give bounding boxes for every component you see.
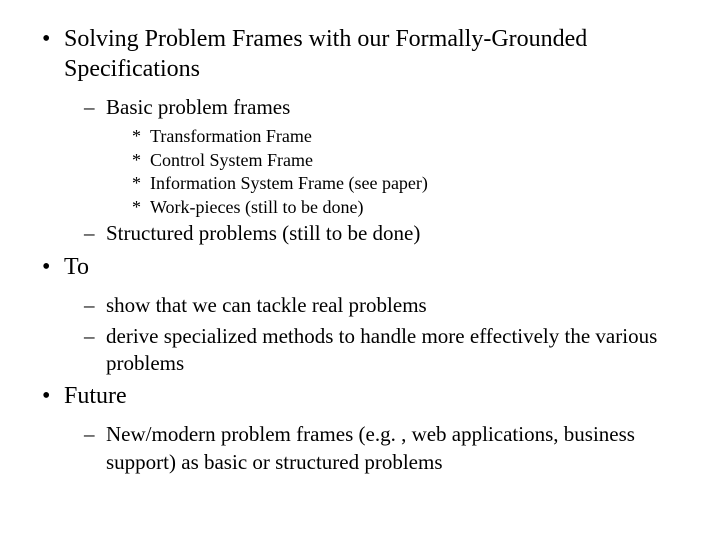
bullet-l3-icon: * <box>132 196 141 219</box>
list-item: • Future <box>28 381 692 411</box>
list-item: – New/modern problem frames (e.g. , web … <box>28 421 692 476</box>
list-item: – derive specialized methods to handle m… <box>28 323 692 378</box>
bullet-l2-icon: – <box>84 94 95 121</box>
list-item: * Control System Frame <box>28 149 692 172</box>
bullet-l3-icon: * <box>132 172 141 195</box>
l1-text: Future <box>64 383 127 409</box>
bullet-l1-icon: • <box>42 24 50 54</box>
l2-text: derive specialized methods to handle mor… <box>106 324 657 375</box>
bullet-l3-icon: * <box>132 149 141 172</box>
bullet-l2-icon: – <box>84 220 95 247</box>
bullet-l2-icon: – <box>84 421 95 448</box>
list-item: * Transformation Frame <box>28 125 692 148</box>
l3-text: Control System Frame <box>150 150 313 170</box>
l3-text: Information System Frame (see paper) <box>150 173 428 193</box>
bullet-l3-icon: * <box>132 125 141 148</box>
slide-body: • Solving Problem Frames with our Formal… <box>0 0 720 540</box>
l2-text: New/modern problem frames (e.g. , web ap… <box>106 422 635 473</box>
list-item: • Solving Problem Frames with our Formal… <box>28 24 692 84</box>
bullet-l2-icon: – <box>84 323 95 350</box>
list-item: * Information System Frame (see paper) <box>28 172 692 195</box>
bullet-l2-icon: – <box>84 292 95 319</box>
l2-text: show that we can tackle real problems <box>106 293 427 317</box>
l2-text: Basic problem frames <box>106 95 290 119</box>
l1-text: To <box>64 254 89 280</box>
l3-text: Transformation Frame <box>150 126 312 146</box>
list-item: – show that we can tackle real problems <box>28 292 692 319</box>
l1-text: Solving Problem Frames with our Formally… <box>64 26 587 82</box>
list-item: • To <box>28 252 692 282</box>
list-item: – Structured problems (still to be done) <box>28 220 692 247</box>
bullet-l1-icon: • <box>42 381 50 411</box>
l2-text: Structured problems (still to be done) <box>106 221 420 245</box>
list-item: – Basic problem frames <box>28 94 692 121</box>
bullet-l1-icon: • <box>42 252 50 282</box>
list-item: * Work-pieces (still to be done) <box>28 196 692 219</box>
l3-text: Work-pieces (still to be done) <box>150 197 364 217</box>
